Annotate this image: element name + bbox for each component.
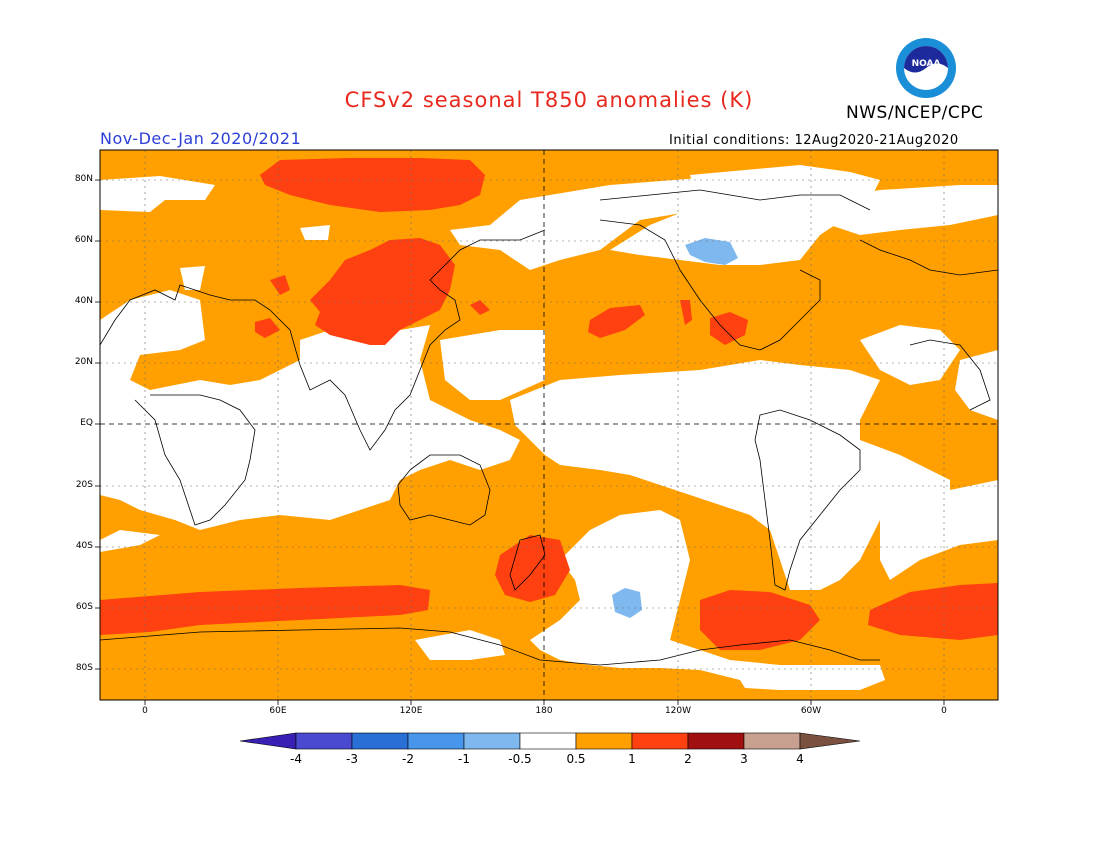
- colorbar-swatch-2: [351, 732, 409, 750]
- map-frame: [99, 149, 999, 701]
- organization-label: NWS/NCEP/CPC: [846, 103, 984, 123]
- forecast-period: Nov-Dec-Jan 2020/2021: [100, 129, 302, 148]
- lat-label-eq: EQ: [80, 418, 93, 428]
- colorbar-label-3: 3: [740, 752, 748, 766]
- coastlines: [100, 189, 998, 666]
- colorbar-label--3: -3: [346, 752, 358, 766]
- colorbar-swatch-5: [519, 732, 577, 750]
- colorbar-label--0.5: -0.5: [508, 752, 532, 766]
- colorbar-label-0.5: 0.5: [566, 752, 586, 766]
- lat-label-40s: 40S: [75, 541, 93, 551]
- colorbar-label--2: -2: [402, 752, 414, 766]
- colorbar-swatch-8: [687, 732, 745, 750]
- colorbar-label-1: 1: [628, 752, 636, 766]
- colorbar-label--4: -4: [290, 752, 302, 766]
- equator-dateline: [100, 150, 998, 700]
- lat-label-60s: 60S: [75, 602, 93, 612]
- colorbar-swatch-0: [239, 732, 297, 750]
- lon-label-120e: 120E: [399, 706, 423, 716]
- colorbar-swatch-1: [295, 732, 353, 750]
- colorbar-swatch-10: [799, 732, 861, 750]
- colorbar-label-2: 2: [684, 752, 692, 766]
- lat-label-20s: 20S: [75, 480, 93, 490]
- lat-label-40n: 40N: [74, 296, 93, 306]
- anomaly-field: [100, 150, 998, 700]
- colorbar-swatch-7: [631, 732, 689, 750]
- map-title: CFSv2 seasonal T850 anomalies (K): [344, 88, 754, 112]
- lon-label-0-east: 0: [941, 706, 947, 716]
- lon-label-180: 180: [535, 706, 553, 716]
- colorbar-swatch-4: [463, 732, 521, 750]
- lon-label-0-west: 0: [142, 706, 148, 716]
- graticule: [100, 150, 998, 700]
- noaa-logo: NOAA: [896, 38, 956, 98]
- colorbar-swatch-3: [407, 732, 465, 750]
- lat-label-80n: 80N: [74, 174, 93, 184]
- lon-label-60e: 60E: [269, 706, 287, 716]
- lat-label-80s: 80S: [75, 663, 93, 673]
- lon-label-60w: 60W: [800, 706, 822, 716]
- svg-text:NOAA: NOAA: [912, 59, 941, 69]
- colorbar-swatch-9: [743, 732, 801, 750]
- colorbar-swatch-6: [575, 732, 633, 750]
- colorbar-label-4: 4: [796, 752, 804, 766]
- lat-label-20n: 20N: [74, 357, 93, 367]
- lat-label-60n: 60N: [74, 235, 93, 245]
- initial-conditions: Initial conditions: 12Aug2020-21Aug2020: [669, 133, 959, 148]
- lon-label-120w: 120W: [664, 706, 692, 716]
- colorbar-label--1: -1: [458, 752, 470, 766]
